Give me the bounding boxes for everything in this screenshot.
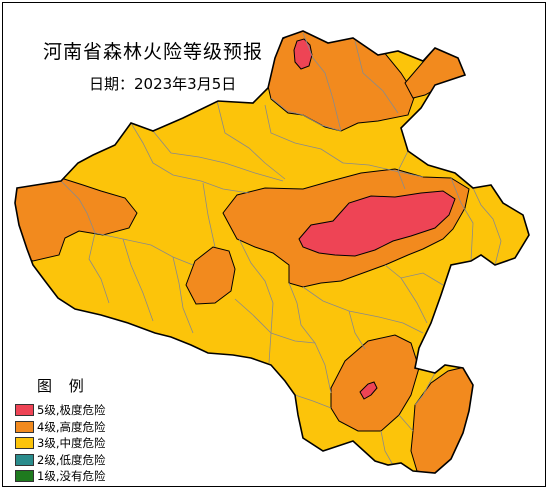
- level4-region-west: [15, 177, 138, 262]
- legend-swatch-level5: [15, 404, 34, 417]
- level4-region-midwest: [185, 246, 236, 305]
- fire-risk-map: [14, 30, 530, 474]
- legend-item-level1: 1级,没有危险: [15, 468, 147, 485]
- county-boundaries: [60, 32, 502, 466]
- legend-swatch-level1: [15, 470, 34, 483]
- legend-label-level3: 3级,中度危险: [37, 436, 106, 451]
- legend-swatch-level3: [15, 437, 34, 450]
- legend-swatch-level2: [15, 453, 34, 466]
- legend-swatch-level4: [15, 420, 34, 433]
- map-frame: 河南省森林火险等级预报 日期：2023年3月5日 图 例 5级,极度危险 4级,…: [2, 2, 546, 487]
- legend-item-level3: 3级,中度危险: [15, 435, 147, 452]
- forecast-date: 日期：2023年3月5日: [89, 75, 237, 93]
- legend: 图 例 5级,极度危险 4级,高度危险 3级,中度危险 2级,低度危险 1级,没…: [15, 375, 147, 485]
- legend-label-level5: 5级,极度危险: [37, 403, 106, 418]
- level5-region-central: [298, 190, 456, 257]
- level4-region-northeast: [404, 47, 470, 99]
- legend-label-level2: 2级,低度危险: [37, 452, 106, 467]
- level5-region-south: [359, 381, 378, 400]
- legend-label-level4: 4级,高度危险: [37, 419, 106, 434]
- legend-title: 图 例: [37, 377, 90, 395]
- legend-label-level1: 1级,没有危险: [37, 469, 106, 484]
- legend-item-level5: 5级,极度危险: [15, 402, 147, 419]
- legend-item-level4: 4级,高度危险: [15, 419, 147, 436]
- map-title: 河南省森林火险等级预报: [43, 41, 264, 63]
- legend-item-level2: 2级,低度危险: [15, 452, 147, 469]
